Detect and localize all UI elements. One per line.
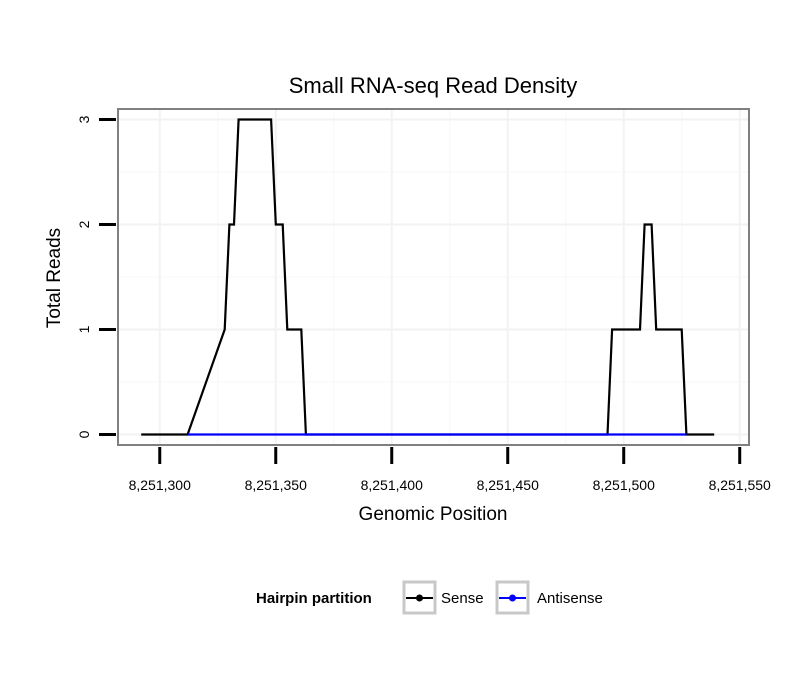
y-axis-label: Total Reads [44,228,65,328]
x-tick-label: 8,251,550 [709,477,771,493]
legend-dot-sense [416,594,423,602]
x-tick-label: 8,251,350 [245,477,307,493]
chart-title: Small RNA-seq Read Density [289,73,578,98]
series-line-sense [141,118,715,436]
y-axis: 0 1 2 3 [76,115,116,438]
legend-label-sense: Sense [441,590,484,607]
y-tick-label: 1 [76,325,92,333]
y-tick-label: 3 [76,115,92,123]
y-tick-label: 0 [76,430,92,438]
legend-dot-antisense [509,594,516,602]
x-axis: 8,251,300 8,251,350 8,251,400 8,251,450 8,25… [129,447,771,493]
x-tick-label: 8,251,400 [361,477,423,493]
legend-label-antisense: Antisense [537,590,603,607]
x-tick-label: 8,251,500 [593,477,655,493]
legend: Hairpin partition Sense Antisense [256,580,603,615]
x-tick-label: 8,251,450 [477,477,539,493]
y-tick-label: 2 [76,220,92,228]
x-tick-label: 8,251,300 [129,477,191,493]
x-axis-label: Genomic Position [359,504,508,525]
plot-panel-border [117,108,750,446]
series-layer [141,118,715,436]
legend-title: Hairpin partition [256,590,372,607]
